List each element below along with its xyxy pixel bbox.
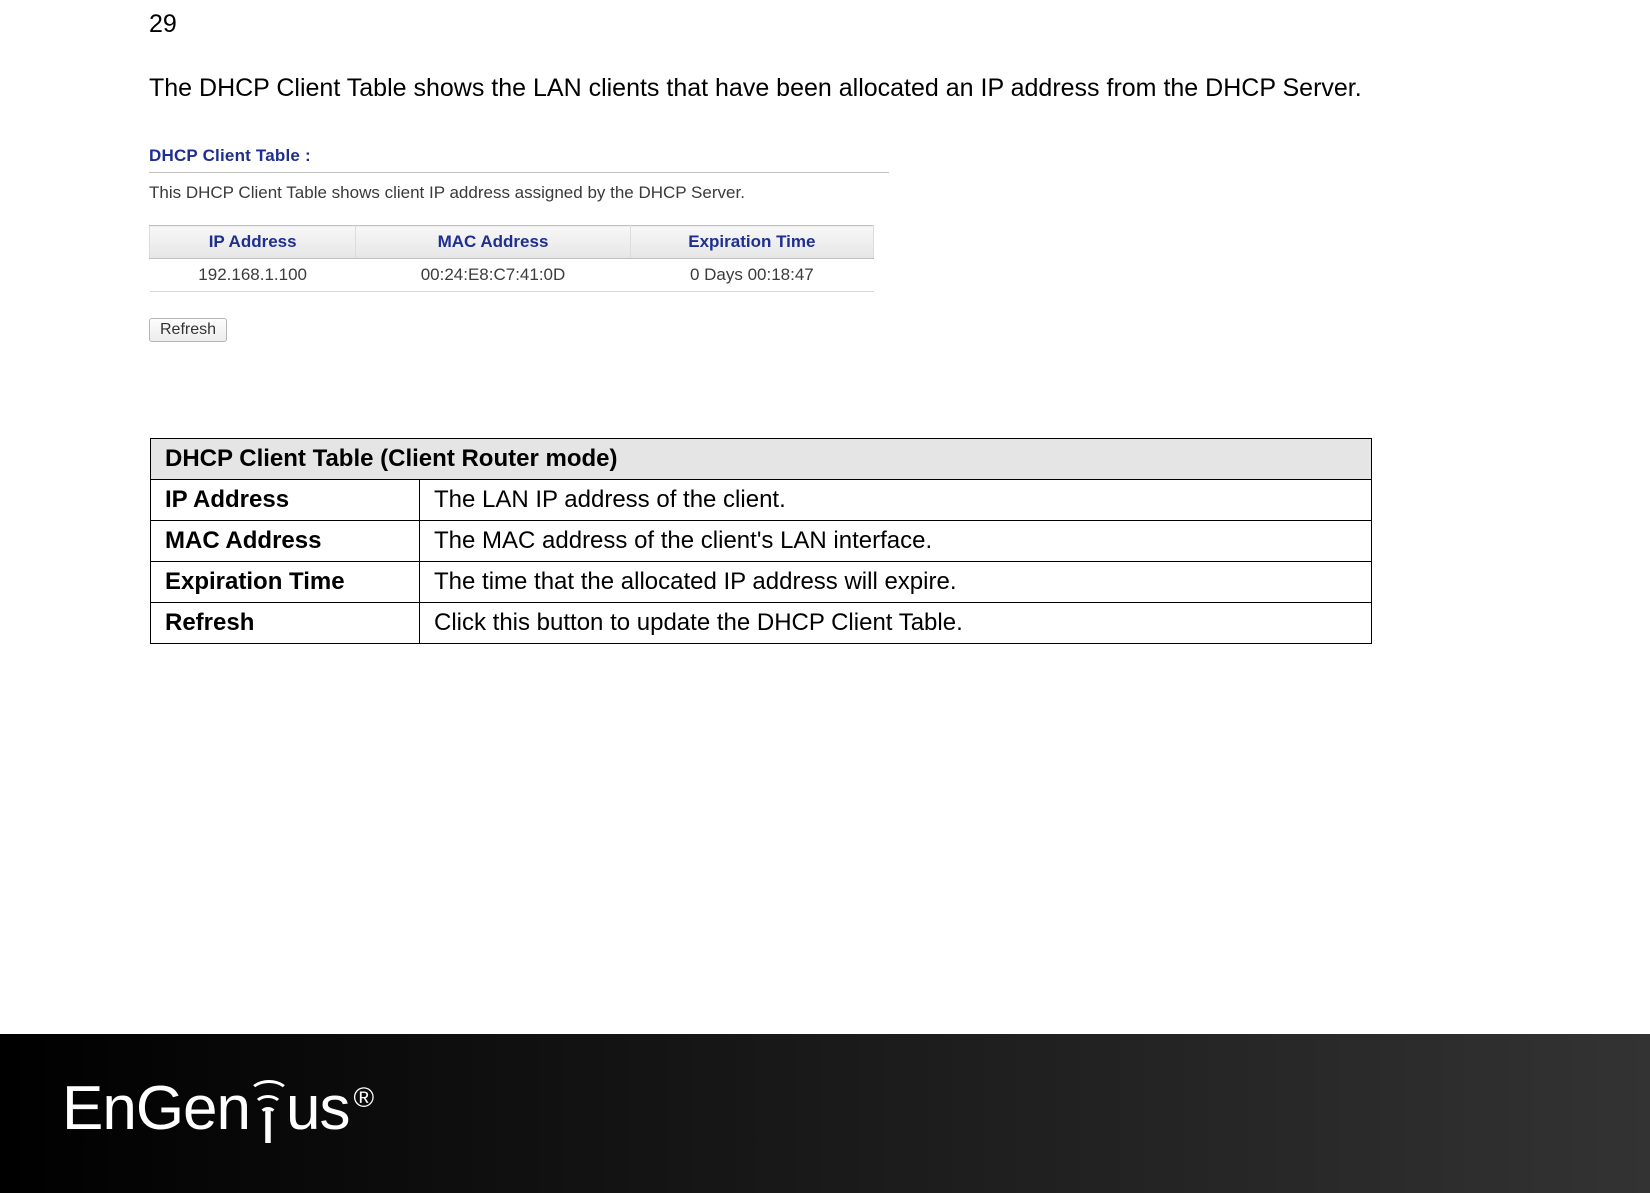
i-stem: ı (259, 1106, 276, 1140)
description-table: DHCP Client Table (Client Router mode) I… (150, 438, 1372, 644)
desc-row: Refresh Click this button to update the … (151, 603, 1372, 644)
footer-bar: EnGen ı us ® (0, 1034, 1650, 1193)
panel-title: DHCP Client Table : (149, 146, 889, 173)
desc-row: IP Address The LAN IP address of the cli… (151, 480, 1372, 521)
refresh-button[interactable]: Refresh (149, 318, 227, 342)
refresh-button-wrap: Refresh (149, 318, 889, 342)
desc-key: MAC Address (151, 521, 420, 562)
col-ip-address: IP Address (150, 226, 356, 259)
cell-exp: 0 Days 00:18:47 (630, 259, 873, 292)
desc-row: MAC Address The MAC address of the clien… (151, 521, 1372, 562)
brand-text-right: us (286, 1078, 349, 1140)
page-number: 29 (149, 10, 177, 39)
dhcp-client-table: IP Address MAC Address Expiration Time 1… (149, 225, 874, 292)
table-row: 192.168.1.100 00:24:E8:C7:41:0D 0 Days 0… (150, 259, 874, 292)
desc-key: Expiration Time (151, 562, 420, 603)
desc-header-row: DHCP Client Table (Client Router mode) (151, 439, 1372, 480)
desc-val: The time that the allocated IP address w… (420, 562, 1372, 603)
panel-subtitle: This DHCP Client Table shows client IP a… (149, 183, 889, 203)
col-expiration-time: Expiration Time (630, 226, 873, 259)
table-header-row: IP Address MAC Address Expiration Time (150, 226, 874, 259)
brand-text-left: EnGen (62, 1078, 250, 1140)
registered-mark: ® (354, 1082, 375, 1114)
cell-mac: 00:24:E8:C7:41:0D (356, 259, 630, 292)
intro-text: The DHCP Client Table shows the LAN clie… (149, 74, 1362, 103)
desc-val: The MAC address of the client's LAN inte… (420, 521, 1372, 562)
desc-val: Click this button to update the DHCP Cli… (420, 603, 1372, 644)
wifi-i-icon: ı (248, 1080, 288, 1140)
desc-key: Refresh (151, 603, 420, 644)
desc-key: IP Address (151, 480, 420, 521)
brand-logo: EnGen ı us ® (62, 1078, 374, 1140)
desc-header: DHCP Client Table (Client Router mode) (151, 439, 1372, 480)
desc-row: Expiration Time The time that the alloca… (151, 562, 1372, 603)
desc-val: The LAN IP address of the client. (420, 480, 1372, 521)
cell-ip: 192.168.1.100 (150, 259, 356, 292)
page: 29 The DHCP Client Table shows the LAN c… (0, 0, 1650, 1193)
dhcp-screenshot-panel: DHCP Client Table : This DHCP Client Tab… (149, 146, 889, 342)
col-mac-address: MAC Address (356, 226, 630, 259)
